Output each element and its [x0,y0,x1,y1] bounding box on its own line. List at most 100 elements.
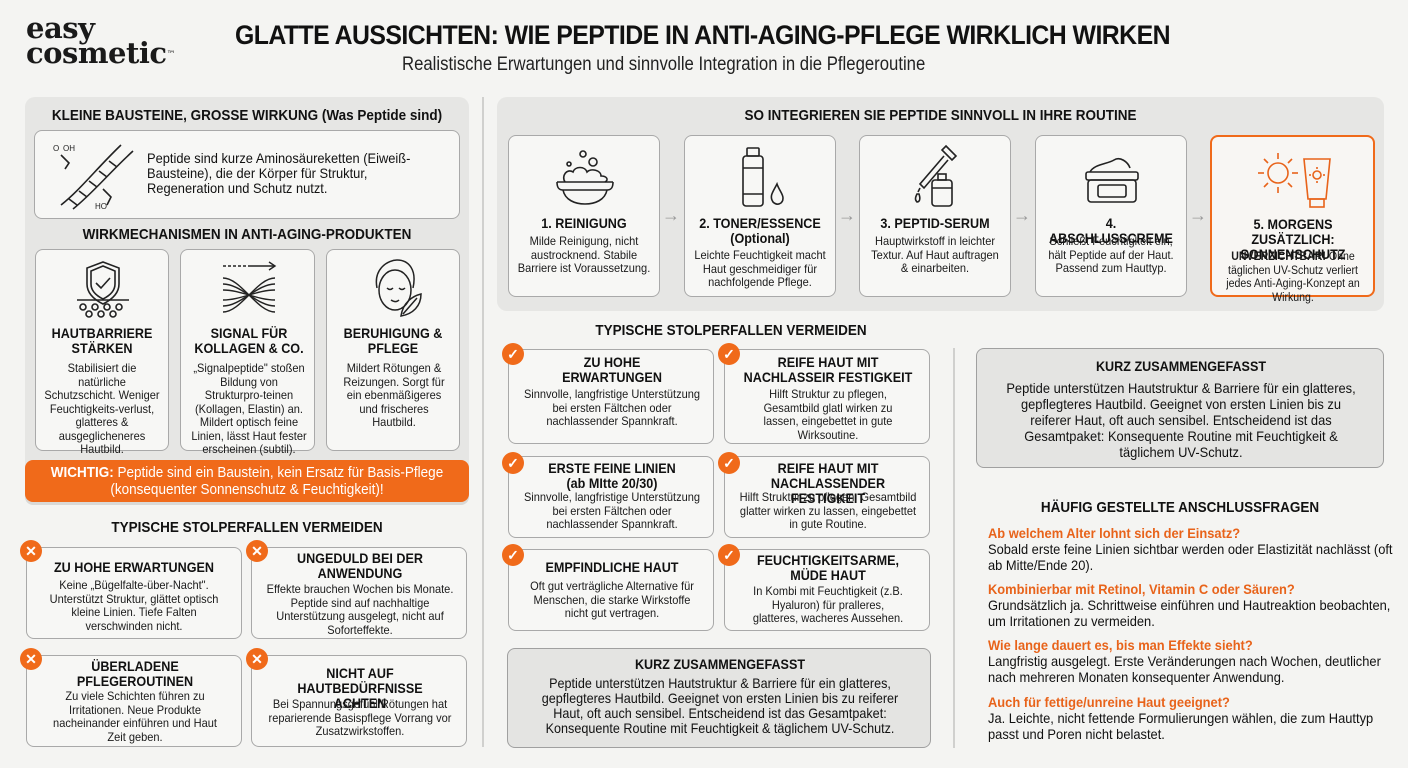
tip-text: In Kombi mit Feuchtigkeit (z.B. Hyaluron… [752,584,904,625]
shield-skin-icon [73,260,133,318]
left-pitfalls-title: TYPISCHE STOLPERFALLEN VERMEIDEN [111,519,383,536]
arrow-right-icon: → [1189,205,1207,225]
tip-text: Hilft Struktur zu pflegen, Gesamtbild gl… [763,387,893,442]
x-badge-icon: ✕ [246,540,268,562]
tip-text: Hilft Struktur zu pflegen, Gesamtbild gl… [739,490,917,531]
mechanism-title: HAUTBARRIERE STÄRKEN [51,325,153,356]
faq-title: HÄUFIG GESTELLTE ANSCHLUSSFRAGEN [1040,499,1320,516]
mechanism-title: SIGNAL FÜR KOLLAGEN & CO. [194,325,304,356]
svg-text:OH: OH [63,144,75,153]
summary-text: Peptide unterstützen Hautstruktur & Barr… [1006,380,1356,460]
tip-text: Oft gut verträgliche Alternative für Men… [530,579,694,620]
check-badge-icon: ✓ [502,343,524,365]
routine-title: SO INTEGRIEREN SIE PEPTIDE SINNVOLL IN I… [744,107,1137,124]
step-emphasis: UNVERZICHTBAR! [1231,251,1326,263]
tip-card: ERSTE FEINE LINIEN (ab MItte 20/30) Sinn… [508,456,714,538]
column-divider [482,97,484,747]
mechanism-card: SIGNAL FÜR KOLLAGEN & CO. „Signalpeptide… [180,249,315,456]
trademark: ™ [166,50,176,60]
collagen-signal-icon [221,260,277,318]
page-subtitle: Realistische Erwartungen und sinnvolle I… [402,54,926,75]
check-badge-icon: ✓ [718,452,740,474]
tip-text: Sinnvolle, langfristige Unterstützung be… [523,490,701,531]
tip-title: REIFE HAUT MIT NACHLASSENDER FESTIGKEIT [770,460,886,506]
faq-item: Wie lange dauert es, bis man Effekte sie… [988,637,1388,694]
step-title: 4. ABSCHLUSSCREME [1049,215,1173,246]
x-badge-icon: ✕ [20,540,42,562]
summary-title: KURZ ZUSAMMENGEFASST [634,656,806,672]
faq-question: Ab welchem Alter lohnt sich der Einsatz? [988,525,1241,541]
mechanism-card: HAUTBARRIERE STÄRKEN Stabilisiert die na… [35,249,169,456]
tip-title: FEUCHTIGKEITSARME, MÜDE HAUT [756,552,900,583]
check-badge-icon: ✓ [718,544,740,566]
step-subtitle: (Optional) [730,230,790,246]
step-text: Leichte Feuchtigkeit macht Haut geschmei… [694,248,826,289]
faq-item: Ab welchem Alter lohnt sich der Einsatz?… [988,525,1393,581]
pitfall-title: ÜBERLADENE PFLEGEROUTINEN [76,658,194,689]
what-title: KLEINE BAUSTEINE, GROSSE WIRKUNG (Was Pe… [51,107,443,124]
page-title: GLATTE AUSSICHTEN: WIE PEPTIDE IN ANTI-A… [235,20,1171,50]
important-text: Peptide sind ein Baustein, kein Ersatz f… [110,464,444,498]
pitfall-text: Keine „Bügelfalte-über-Nacht". Unterstüt… [49,578,219,633]
tip-title: ERSTE FEINE LINIEN (ab MItte 20/30) [548,460,676,491]
x-badge-icon: ✕ [20,648,42,670]
brand-line1: easy [26,11,95,45]
faq-question: Auch für fettige/unreine Haut geeignet? [988,694,1230,710]
mechanisms-title: WIRKMECHANISMEN IN ANTI-AGING-PRODUKTEN [82,226,412,243]
face-leaf-icon [369,258,423,320]
arrow-right-icon: → [838,205,856,225]
pitfall-card: NICHT AUF HAUTBEDÜRFNISSE ACHTEN Bei Spa… [251,655,467,747]
pitfall-card: ZU HOHE ERWARTUNGEN Keine „Bügelfalte-üb… [26,547,242,639]
cream-jar-icon [1084,154,1140,204]
pitfall-text: Bei Spannungsgefühl/Rötungen hat reparie… [268,697,452,738]
middle-pitfalls-title: TYPISCHE STOLPERFALLEN VERMEIDEN [595,322,867,339]
check-badge-icon: ✓ [718,343,740,365]
step-text: Hauptwirkstoff in leichter Textur. Auf H… [871,234,999,275]
dna-molecule-icon: O OH HO [51,139,141,211]
pitfall-title: UNGEDULD BEI DER ANWENDUNG [296,550,423,581]
what-text: Peptide sind kurze Aminosäureketten (Eiw… [147,150,411,196]
faq-question: Wie lange dauert es, bis man Effekte sie… [988,637,1253,653]
step-title: 3. PEPTID-SERUM [880,215,990,231]
pitfall-text: Effekte brauchen Wochen bis Monate. Pept… [266,582,454,637]
faq-item: Kombinierbar mit Retinol, Vitamin C oder… [988,581,1390,637]
check-badge-icon: ✓ [502,452,524,474]
important-label: WICHTIG: [50,464,114,481]
svg-text:O: O [53,144,59,153]
mechanism-text: „Signalpeptide" stoßen Bildung von Struk… [191,361,307,456]
faq-answer: Ja. Leichte, nicht fettende Formulierung… [988,710,1374,742]
summary-title: KURZ ZUSAMMENGEFASST [1095,358,1267,374]
tip-card: REIFE HAUT MIT NACHLASSEIR FESTIGKEIT Hi… [724,349,930,444]
step-title: 1. REINIGUNG [541,215,627,231]
tip-card: REIFE HAUT MIT NACHLASSENDER FESTIGKEIT … [724,456,930,538]
pitfall-card: ÜBERLADENE PFLEGEROUTINEN Zu viele Schic… [26,655,242,747]
faq-answer: Langfristig ausgelegt. Erste Veränderung… [988,653,1381,685]
routine-step-highlight: 5. MORGENS ZUSÄTZLICH: SONNENSCHUTZ UNVE… [1210,135,1375,304]
arrow-right-icon: → [662,205,680,225]
mechanism-text: Stabilisiert die natürliche Schutzschich… [44,361,160,456]
dropper-serum-icon [912,144,958,208]
mechanism-card: BERUHIGUNG & PFLEGE Mildert Rötungen & R… [326,249,460,451]
routine-step: 4. ABSCHLUSSCREME Schließt Feuchtigkeit … [1035,135,1187,297]
tip-title: ZU HOHE ERWARTUNGEN [562,354,662,385]
step-title: 2. TONER/ESSENCE [699,215,821,231]
summary-text: Peptide unterstützen Hautstruktur & Barr… [541,675,899,736]
column-divider [953,348,955,748]
routine-step: 3. PEPTID-SERUM Hauptwirkstoff in leicht… [859,135,1011,297]
sun-sunscreen-icon [1256,151,1336,209]
middle-summary-card: KURZ ZUSAMMENGEFASST Peptide unterstütze… [507,648,931,748]
brand-line2: cosmetic [26,36,167,70]
check-badge-icon: ✓ [502,544,524,566]
tip-title: EMPFINDLICHE HAUT [545,559,679,575]
what-card: O OH HO Peptide sind kurze Aminosäurekett… [34,130,460,219]
mechanism-text: Mildert Rötungen & Reizungen. Sorgt für … [343,361,445,429]
arrow-right-icon: → [1013,205,1031,225]
svg-text:HO: HO [95,202,107,211]
faq-answer: Sobald erste feine Linien sichtbar werde… [988,541,1393,573]
tip-card: FEUCHTIGKEITSARME, MÜDE HAUT In Kombi mi… [724,549,930,631]
pitfall-text: Zu viele Schichten führen zu Irritatione… [53,689,217,744]
tip-text: Sinnvolle, langfristige Unterstützung be… [523,387,701,428]
toner-bottle-icon [741,146,787,208]
tip-title: REIFE HAUT MIT NACHLASSEIR FESTIGKEIT [743,354,913,385]
tip-card: EMPFINDLICHE HAUT Oft gut verträgliche A… [508,549,714,631]
